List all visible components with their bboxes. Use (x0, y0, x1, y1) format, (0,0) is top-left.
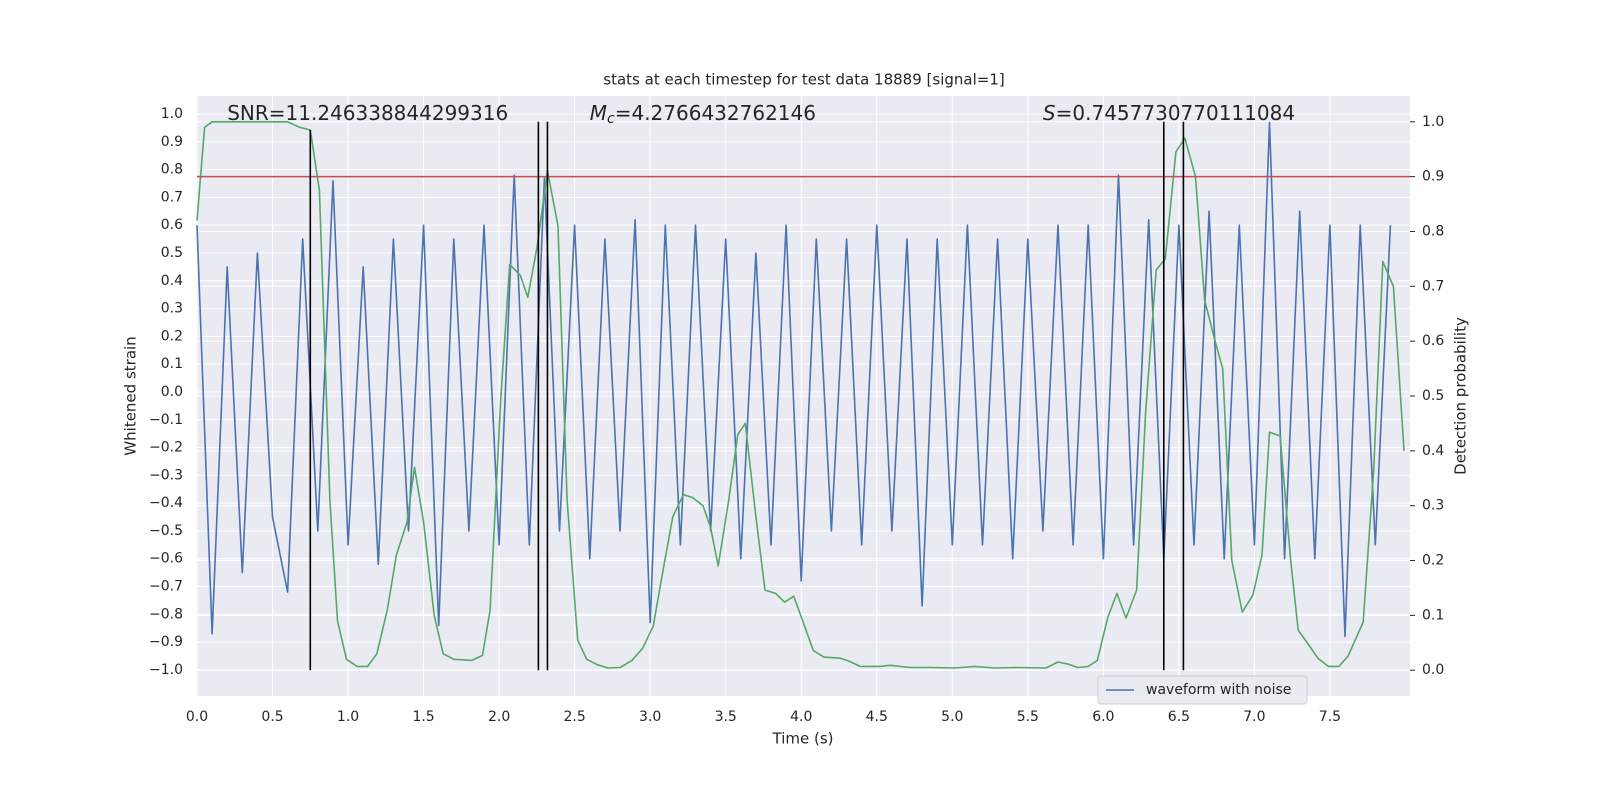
y2-tick-label: 0.5 (1422, 388, 1444, 404)
annotation-symbol: M (590, 101, 607, 125)
annotation: Mc=4.2766432762146 (590, 101, 816, 128)
x-tick-label: 6.0 (1092, 709, 1114, 725)
y-tick-label: −0.3 (149, 467, 183, 483)
y-tick-label: −0.8 (149, 606, 183, 622)
x-tick-label: 4.0 (790, 709, 812, 725)
annotation: SNR=11.246338844299316 (227, 101, 508, 125)
legend: waveform with noise (1097, 675, 1308, 705)
x-tick-label: 3.0 (639, 709, 661, 725)
y2-tick-label: 0.3 (1422, 498, 1444, 514)
annotation-text: SNR=11.246338844299316 (227, 101, 508, 125)
x-tick-label: 6.5 (1168, 709, 1190, 725)
y2-tick-label: 0.8 (1422, 223, 1444, 239)
y-tick-label: 0.4 (161, 273, 183, 289)
y2-axis-label: Detection probability (1452, 317, 1470, 475)
legend-label: waveform with noise (1146, 682, 1291, 698)
chart-title: stats at each timestep for test data 188… (603, 71, 1004, 89)
annotation-text: =4.2766432762146 (615, 101, 816, 125)
x-tick-label: 7.5 (1319, 709, 1341, 725)
y-tick-label: 0.2 (161, 328, 183, 344)
y-axis-label: Whitened strain (122, 336, 140, 455)
y2-tick-label: 0.0 (1422, 662, 1444, 678)
y-tick-label: 0.6 (161, 217, 183, 233)
annotation-text: =0.7457730770111084 (1056, 101, 1295, 125)
y-tick-label: −0.6 (149, 551, 183, 567)
y-tick-label: −0.1 (149, 412, 183, 428)
x-tick-label: 7.0 (1243, 709, 1265, 725)
y2-tick-label: 0.7 (1422, 278, 1444, 294)
x-tick-label: 0.5 (261, 709, 283, 725)
x-tick-label: 2.0 (488, 709, 510, 725)
series-line (196, 121, 1392, 638)
y2-tick-label: 0.1 (1422, 607, 1444, 623)
series-line (196, 121, 1405, 669)
y-tick-label: −0.7 (149, 579, 183, 595)
y2-tick-label: 1.0 (1422, 114, 1444, 130)
x-axis-label: Time (s) (772, 730, 834, 748)
x-tick-label: 5.0 (941, 709, 963, 725)
x-tick-label: 1.5 (412, 709, 434, 725)
y-tick-label: −0.2 (149, 440, 183, 456)
y2-tick-label: 0.6 (1422, 333, 1444, 349)
y-tick-label: 0.7 (161, 189, 183, 205)
y-tick-label: 0.5 (161, 245, 183, 261)
x-tick-label: 5.5 (1017, 709, 1039, 725)
x-tick-label: 1.0 (337, 709, 359, 725)
y-tick-label: −1.0 (149, 662, 183, 678)
y-tick-label: 1.0 (161, 106, 183, 122)
y-tick-label: 0.8 (161, 162, 183, 178)
y2-tick-label: 0.4 (1422, 443, 1444, 459)
y-tick-label: 0.0 (161, 384, 183, 400)
y-tick-label: −0.9 (149, 634, 183, 650)
annotation-symbol: S (1043, 101, 1056, 125)
y-tick-label: 0.3 (161, 301, 183, 317)
x-tick-label: 2.5 (564, 709, 586, 725)
y-tick-label: 0.9 (161, 134, 183, 150)
x-tick-label: 3.5 (715, 709, 737, 725)
y2-tick-label: 0.9 (1422, 169, 1444, 185)
annotation-subscript: c (607, 111, 615, 127)
y2-tick-label: 0.2 (1422, 553, 1444, 569)
x-tick-label: 0.0 (186, 709, 208, 725)
y-tick-label: −0.4 (149, 495, 183, 511)
legend-box (1097, 675, 1308, 705)
annotation: S=0.7457730770111084 (1043, 101, 1295, 125)
y-tick-label: 0.1 (161, 356, 183, 372)
y-tick-label: −0.5 (149, 523, 183, 539)
x-tick-label: 4.5 (866, 709, 888, 725)
